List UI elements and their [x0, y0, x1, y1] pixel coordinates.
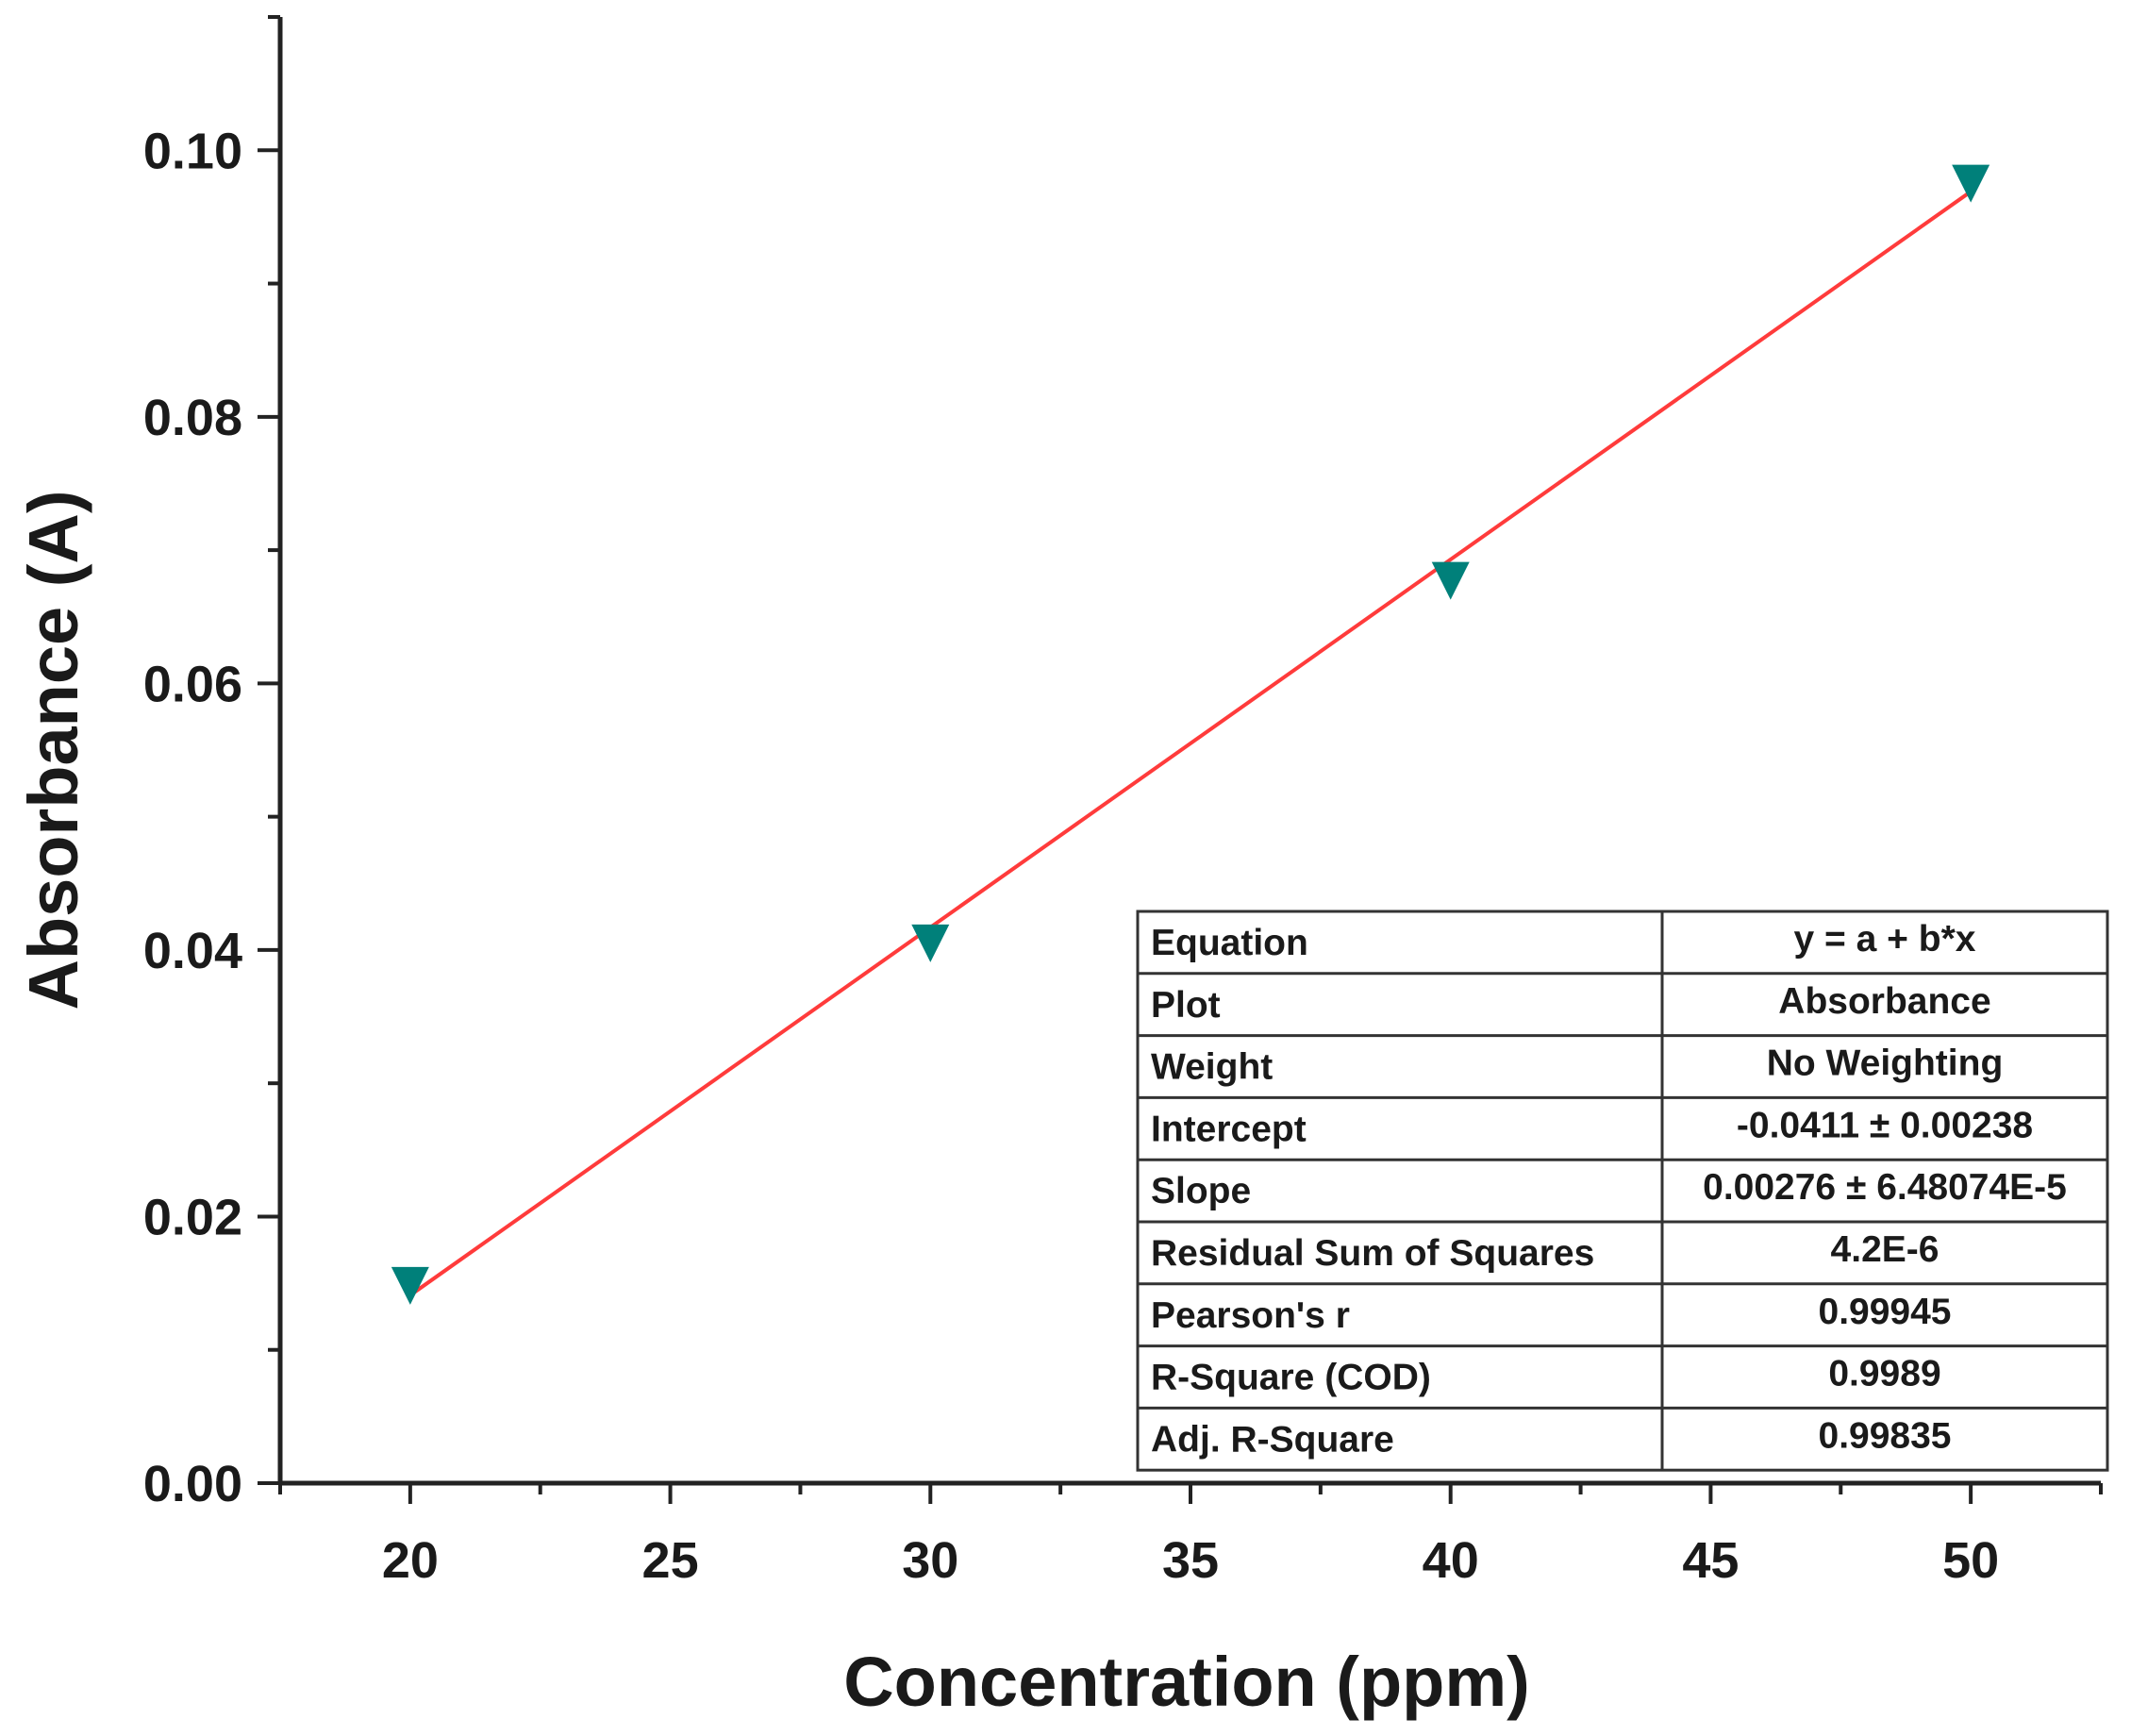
- x-tick-label: 25: [642, 1532, 699, 1589]
- stats-table-border: [1136, 910, 2109, 1472]
- y-tick-label: 0.10: [143, 123, 242, 179]
- stats-row-value: -0.0411 ± 0.00238: [1737, 1105, 2033, 1145]
- stats-row-label: Residual Sum of Squares: [1151, 1233, 1594, 1274]
- data-point: [391, 1266, 429, 1305]
- stats-row-value: 0.99945: [1819, 1292, 1952, 1332]
- stats-row-label: R-Square (COD): [1151, 1358, 1431, 1398]
- stats-row-label: Adj. R-Square: [1151, 1419, 1394, 1460]
- data-point: [1431, 561, 1470, 600]
- x-tick-label: 20: [382, 1532, 439, 1589]
- stats-row-value: No Weighting: [1767, 1043, 2004, 1084]
- stats-row-label: Intercept: [1151, 1109, 1307, 1149]
- data-point: [1952, 164, 1990, 203]
- stats-row-value: y = a + b*x: [1794, 919, 1976, 960]
- x-tick-label: 30: [902, 1532, 958, 1589]
- stats-row-value: 0.99835: [1819, 1415, 1952, 1456]
- x-tick-label: 45: [1682, 1532, 1739, 1589]
- fit-line: [408, 190, 1973, 1297]
- data-points: [391, 164, 1990, 1305]
- y-tick-label: 0.04: [143, 923, 242, 979]
- stats-row-label: Slope: [1151, 1171, 1251, 1211]
- stats-row-value: 4.2E-6: [1831, 1229, 1940, 1270]
- y-axis-ticks: 0.00 0.02 0.04 0.06 0.08 0.10: [143, 15, 280, 1512]
- y-tick-label: 0.00: [143, 1456, 242, 1512]
- fit-line-group: [408, 190, 1973, 1297]
- stats-row-label: Weight: [1151, 1047, 1273, 1088]
- x-tick-label: 50: [1942, 1532, 1999, 1589]
- data-point: [911, 924, 950, 962]
- y-tick-label: 0.06: [143, 656, 242, 712]
- stats-row-value: Absorbance: [1778, 981, 1990, 1022]
- stats-table: Equation y = a + b*x Plot Absorbance Weight N…: [1136, 910, 2109, 1472]
- stats-row-value: 0.00276 ± 6.48074E-5: [1703, 1167, 2067, 1208]
- stats-row-label: Equation: [1151, 923, 1308, 963]
- x-axis-ticks: 20 25 30 35 40 45 50: [278, 1483, 2103, 1589]
- stats-row-label: Plot: [1151, 985, 1221, 1026]
- x-axis-title: Concentration (ppm): [843, 1643, 1530, 1721]
- x-tick-label: 35: [1162, 1532, 1219, 1589]
- x-tick-label: 40: [1423, 1532, 1479, 1589]
- stats-row-label: Pearson's r: [1151, 1295, 1350, 1336]
- y-tick-label: 0.02: [143, 1189, 242, 1245]
- y-tick-label: 0.08: [143, 390, 242, 446]
- y-axis-title: Absorbance (A): [14, 491, 92, 1010]
- stats-row-value: 0.9989: [1828, 1354, 1940, 1394]
